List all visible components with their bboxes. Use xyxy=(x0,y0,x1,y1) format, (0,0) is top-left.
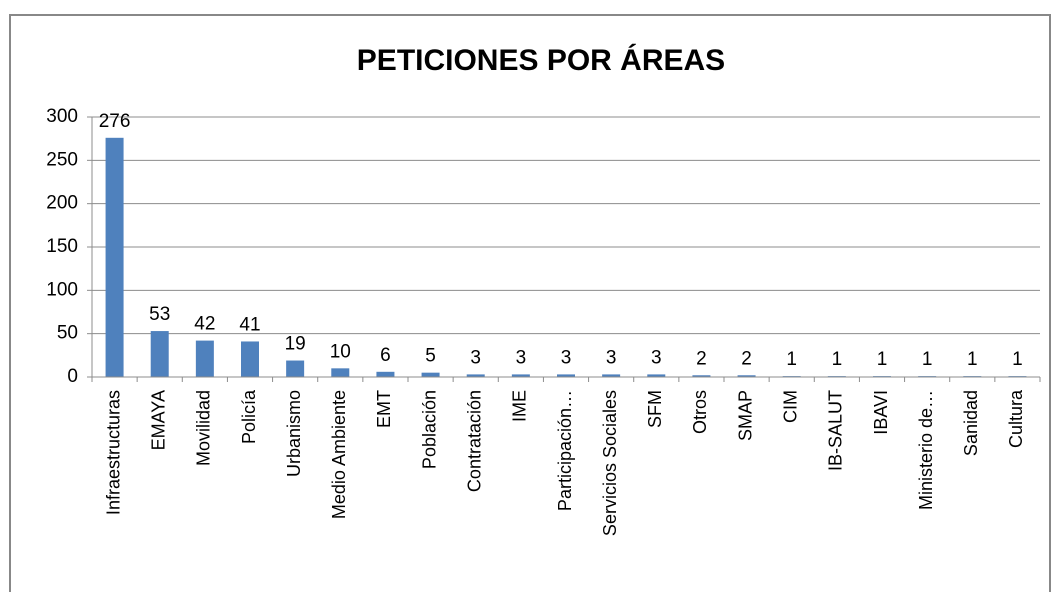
value-label: 19 xyxy=(285,334,306,355)
value-label: 3 xyxy=(516,347,527,368)
bar xyxy=(737,375,756,377)
y-tick-label: 250 xyxy=(46,149,78,170)
x-tick-label: Urbanismo xyxy=(284,390,304,477)
bar xyxy=(466,374,485,377)
x-tick-label: IB-SALUT xyxy=(826,390,846,471)
value-label: 3 xyxy=(561,347,572,368)
x-tick-label: IBAVI xyxy=(871,390,891,435)
x-tick-label: Otros xyxy=(690,390,710,434)
bar xyxy=(557,374,575,377)
x-tick-label: SFM xyxy=(645,390,665,428)
value-label: 3 xyxy=(651,347,662,368)
x-tick-label: Sanidad xyxy=(961,390,981,456)
value-label: 53 xyxy=(149,304,170,325)
value-label: 276 xyxy=(99,111,131,132)
bar xyxy=(692,375,711,377)
value-label: 1 xyxy=(786,349,797,370)
bar xyxy=(105,137,124,377)
x-tick-label: Movilidad xyxy=(194,390,214,466)
x-tick-label: Medio Ambiente xyxy=(329,390,349,519)
bar xyxy=(376,371,395,377)
x-tick-label: IME xyxy=(510,390,530,422)
x-tick-label: SMAP xyxy=(735,390,755,441)
value-label: 3 xyxy=(606,347,617,368)
x-tick-label: Contratación xyxy=(464,390,484,492)
bar xyxy=(150,331,169,377)
value-label: 1 xyxy=(922,349,933,370)
bar xyxy=(647,374,666,377)
bar xyxy=(286,360,305,377)
value-label: 2 xyxy=(741,348,752,369)
y-tick-label: 150 xyxy=(46,236,78,257)
y-tick-label: 300 xyxy=(46,106,78,127)
x-tick-label: CIM xyxy=(780,390,800,423)
bar xyxy=(195,340,214,377)
chart-frame xyxy=(9,14,1051,592)
x-tick-label: Policía xyxy=(239,389,259,444)
value-label: 41 xyxy=(239,314,260,335)
y-tick-label: 50 xyxy=(57,323,78,344)
y-tick-label: 200 xyxy=(46,193,78,214)
value-label: 5 xyxy=(425,346,436,367)
x-tick-label: Participación… xyxy=(555,390,575,511)
value-label: 1 xyxy=(832,349,843,370)
bar xyxy=(511,374,530,377)
x-tick-label: EMT xyxy=(374,390,394,428)
x-tick-label: Cultura xyxy=(1006,389,1026,448)
chart-title: PETICIONES POR ÁREAS xyxy=(357,43,725,77)
value-label: 42 xyxy=(194,314,215,335)
x-tick-label: Ministerio de… xyxy=(916,390,936,510)
value-label: 1 xyxy=(967,349,978,370)
x-tick-label: Servicios Sociales xyxy=(600,390,620,536)
x-tick-label: Infraestructuras xyxy=(103,390,123,515)
value-label: 1 xyxy=(1012,349,1023,370)
y-tick-label: 100 xyxy=(46,279,78,300)
bar xyxy=(421,372,440,377)
bar xyxy=(602,374,621,377)
value-label: 1 xyxy=(877,349,888,370)
y-tick-label: 0 xyxy=(67,366,78,387)
bar xyxy=(331,368,350,377)
value-label: 3 xyxy=(470,347,481,368)
value-label: 2 xyxy=(696,348,707,369)
bar xyxy=(241,341,259,377)
value-label: 10 xyxy=(330,341,351,362)
x-tick-label: EMAYA xyxy=(148,390,168,450)
x-tick-label: Población xyxy=(419,390,439,469)
value-label: 6 xyxy=(380,345,391,366)
